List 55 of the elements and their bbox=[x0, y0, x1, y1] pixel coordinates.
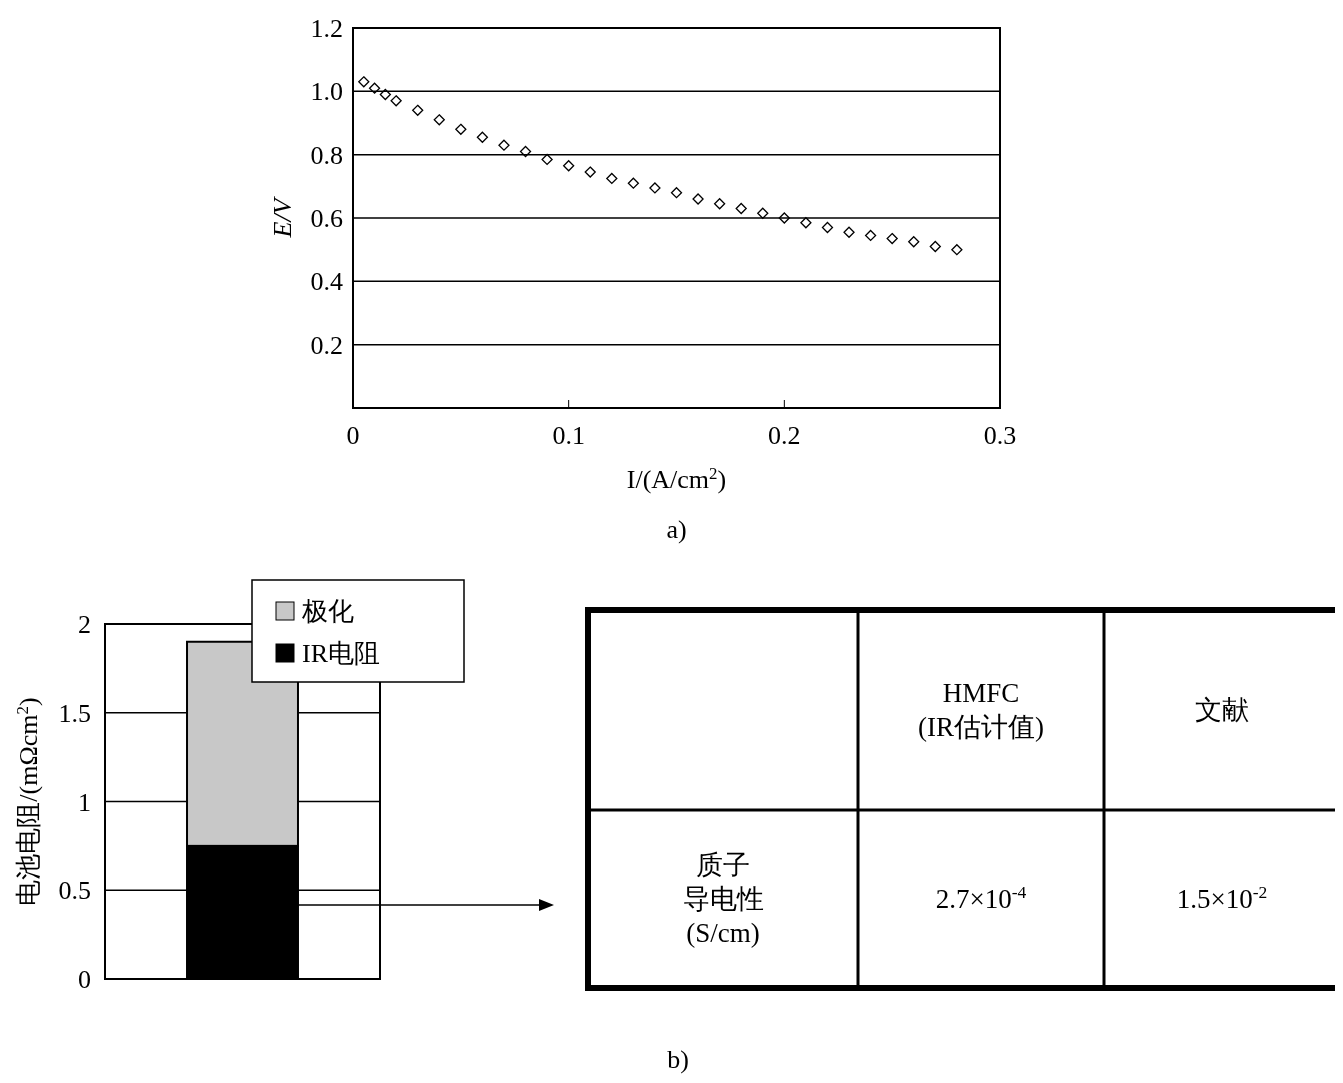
y-tick-label: 1 bbox=[78, 787, 91, 817]
legend-label: IR电阻 bbox=[302, 639, 380, 668]
point bbox=[541, 153, 553, 166]
y-tick-label: 0.8 bbox=[310, 140, 343, 170]
text: a) bbox=[666, 515, 687, 544]
point bbox=[735, 202, 747, 215]
x-axis-title: I/(A/cm$^{2}$) bbox=[626, 463, 727, 494]
x-tick-label: 0.3 bbox=[983, 421, 1017, 450]
y-tick-label: 0.4 bbox=[310, 267, 343, 297]
y-tick-label: 0 bbox=[78, 965, 91, 995]
legend-label: 极化 bbox=[301, 597, 354, 626]
point bbox=[563, 160, 575, 172]
x-tick-label: 0.1 bbox=[552, 421, 585, 450]
y-tick-label: 2 bbox=[78, 610, 91, 640]
y-tick-label: 0.2 bbox=[310, 330, 343, 360]
point bbox=[692, 193, 704, 205]
text: 2.7×10$^{-4}$ bbox=[935, 882, 1027, 915]
point bbox=[455, 123, 467, 135]
category-label: HMFC (IR估计值) bbox=[918, 678, 1044, 743]
y-tick-label: 1.0 bbox=[310, 77, 343, 107]
point bbox=[476, 131, 489, 143]
point bbox=[864, 229, 877, 242]
point bbox=[627, 177, 640, 189]
y-tick-label: 0.6 bbox=[310, 204, 343, 234]
point bbox=[908, 236, 920, 248]
y-tick-label: 0.5 bbox=[58, 876, 91, 906]
category-label: 文献 bbox=[1195, 695, 1249, 726]
point bbox=[358, 76, 370, 88]
y-tick-label: 1.5 bbox=[58, 698, 91, 728]
point bbox=[498, 139, 510, 151]
point bbox=[713, 198, 726, 210]
point bbox=[929, 240, 941, 253]
point bbox=[757, 207, 769, 219]
point bbox=[821, 221, 834, 234]
text: b) bbox=[667, 1045, 689, 1074]
point bbox=[433, 114, 445, 126]
point bbox=[368, 82, 381, 94]
point bbox=[649, 182, 661, 194]
y-axis-title: E/V bbox=[268, 195, 297, 239]
y-tick-label: 1.2 bbox=[310, 14, 343, 44]
point bbox=[843, 226, 855, 238]
x-tick-label: 0.2 bbox=[768, 421, 801, 450]
point bbox=[379, 88, 391, 101]
point bbox=[778, 212, 790, 224]
point bbox=[390, 95, 402, 107]
text: 1.5×10$^{-2}$ bbox=[1176, 882, 1268, 915]
point bbox=[606, 172, 618, 185]
category-label: 质子导电性 (S/cm) bbox=[682, 850, 764, 949]
point bbox=[519, 145, 532, 158]
point bbox=[886, 232, 898, 245]
point bbox=[584, 166, 596, 178]
point bbox=[951, 244, 963, 256]
point bbox=[412, 104, 424, 116]
point bbox=[670, 187, 683, 199]
point bbox=[800, 217, 812, 229]
